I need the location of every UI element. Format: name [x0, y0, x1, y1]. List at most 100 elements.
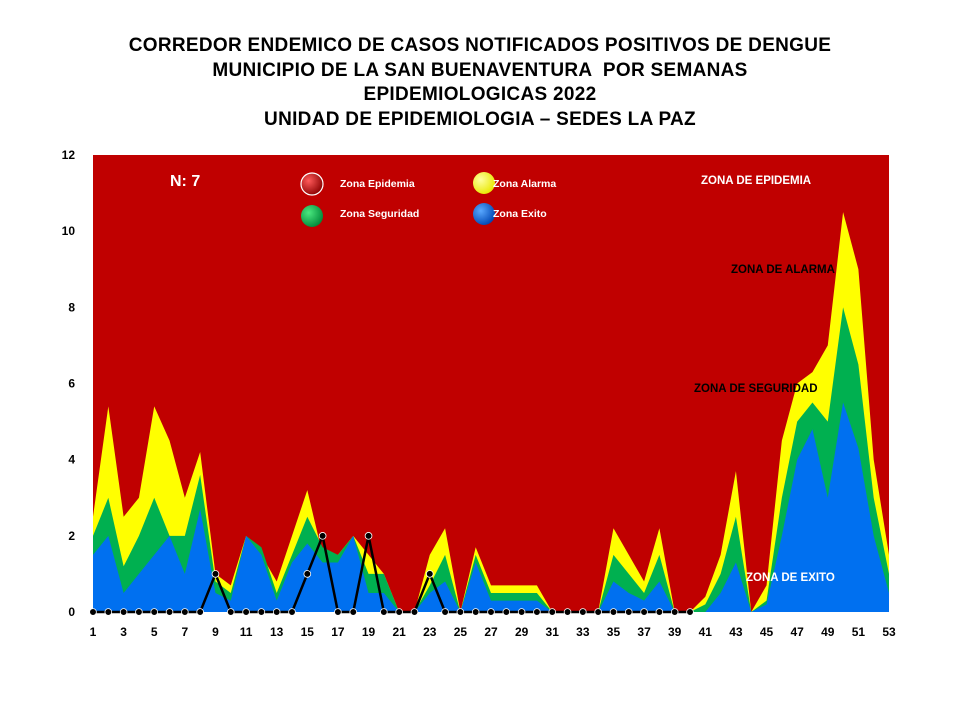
x-tick-label: 31: [546, 625, 560, 639]
x-tick-label: 3: [120, 625, 127, 639]
zone-areas: [93, 155, 889, 612]
cases-point: [89, 608, 97, 616]
legend-label-alarma: Zona Alarma: [493, 178, 556, 190]
cases-point: [119, 608, 128, 616]
cases-point: [410, 608, 419, 616]
legend: Zona Epidemia Zona Alarma Zona Seguridad…: [300, 172, 556, 227]
cases-point: [563, 608, 572, 616]
seguridad-swatch-icon: [301, 205, 323, 227]
alarma-swatch-icon: [473, 172, 495, 194]
cases-point: [624, 608, 633, 616]
x-tick-label: 33: [576, 625, 590, 639]
legend-label-epidemia: Zona Epidemia: [340, 178, 415, 190]
x-tick-label: 23: [423, 625, 437, 639]
cases-point: [609, 608, 618, 616]
cases-point: [548, 608, 557, 616]
cases-point: [579, 608, 587, 616]
x-tick-label: 47: [790, 625, 804, 639]
x-axis: 1 3 5 7 9 11 13 15 17 19 21 23 25 27 29 31 33 35 37 39 41 43 4…: [90, 625, 896, 639]
x-tick-label: 21: [392, 625, 406, 639]
cases-point: [135, 608, 143, 616]
cases-line-layer: [89, 532, 694, 616]
x-tick-label: 43: [729, 625, 743, 639]
title-line-3: EPIDEMIOLOGICAS 2022: [363, 84, 597, 105]
legend-item-alarma: Zona Alarma: [473, 172, 556, 194]
legend-item-exito: Zona Exito: [473, 203, 547, 225]
y-tick-label: 2: [68, 529, 75, 543]
cases-point: [334, 608, 342, 616]
cases-point: [318, 532, 327, 540]
x-tick-label: 11: [240, 625, 253, 639]
area-exito: [93, 402, 889, 612]
y-tick-label: 4: [68, 453, 75, 467]
x-tick-label: 41: [699, 625, 713, 639]
cases-point: [104, 608, 113, 616]
cases-point: [471, 608, 480, 616]
cases-point: [441, 608, 449, 616]
x-tick-label: 27: [484, 625, 498, 639]
x-tick-label: 5: [151, 625, 158, 639]
x-tick-label: 1: [90, 625, 97, 639]
x-tick-label: 53: [882, 625, 896, 639]
cases-point: [150, 608, 159, 616]
legend-item-seguridad: Zona Seguridad: [301, 205, 419, 227]
cases-point: [272, 608, 281, 616]
cases-point: [242, 608, 250, 616]
x-tick-label: 39: [668, 625, 682, 639]
cases-point: [288, 608, 296, 616]
y-tick-label: 6: [68, 377, 75, 391]
x-tick-label: 17: [331, 625, 345, 639]
cases-2022-line: [93, 534, 690, 614]
cases-point: [211, 570, 220, 578]
x-tick-label: 45: [760, 625, 774, 639]
exito-swatch-icon: [473, 203, 495, 225]
cases-point: [670, 608, 679, 616]
x-tick-label: 49: [821, 625, 835, 639]
cases-point: [456, 608, 465, 616]
y-tick-label: 8: [68, 300, 75, 314]
cases-point: [226, 608, 235, 616]
zone-label-epidemia: ZONA DE EPIDEMIA: [701, 175, 811, 187]
x-tick-label: 15: [301, 625, 315, 639]
y-tick-label: 12: [62, 148, 76, 162]
cases-point: [181, 608, 189, 616]
x-tick-label: 51: [852, 625, 866, 639]
y-tick-label: 0: [68, 605, 75, 619]
chart-title: CORREDOR ENDEMICO DE CASOS NOTIFICADOS P…: [0, 34, 960, 132]
cases-point: [380, 608, 388, 616]
cases-point: [655, 608, 664, 616]
y-axis: 0 2 4 6 8 10 12: [62, 148, 76, 619]
x-tick-label: 19: [362, 625, 376, 639]
area-epidemia: [93, 155, 889, 612]
cases-point: [640, 608, 648, 616]
legend-label-seguridad: Zona Seguridad: [340, 208, 419, 220]
cases-point: [196, 608, 204, 616]
x-tick-label: 35: [607, 625, 621, 639]
x-tick-label: 13: [270, 625, 284, 639]
cases-point: [594, 608, 602, 616]
cases-point: [364, 532, 373, 540]
x-tick-label: 37: [637, 625, 651, 639]
zone-label-alarma: ZONA DE ALARMA: [731, 264, 835, 276]
cases-point: [257, 608, 266, 616]
cases-point: [425, 570, 434, 578]
y-tick-label: 10: [62, 224, 76, 238]
epidemia-swatch-icon: [300, 172, 324, 196]
zone-label-seguridad: ZONA DE SEGURIDAD: [694, 383, 818, 395]
zone-label-exito: ZONA DE EXITO: [746, 572, 835, 584]
n-annotation: N: 7: [170, 173, 200, 190]
cases-point: [533, 608, 541, 616]
cases-point: [502, 608, 511, 616]
cases-point: [303, 570, 312, 578]
title-line-4: UNIDAD DE EPIDEMIOLOGIA – SEDES LA PAZ: [264, 108, 696, 130]
x-tick-label: 25: [454, 625, 468, 639]
cases-point: [395, 608, 403, 616]
cases-point: [517, 608, 526, 616]
cases-point: [165, 608, 174, 616]
legend-item-epidemia: Zona Epidemia: [300, 172, 415, 196]
x-tick-label: 7: [182, 625, 189, 639]
cases-point: [487, 608, 495, 616]
title-line-1: CORREDOR ENDEMICO DE CASOS NOTIFICADOS P…: [128, 35, 832, 56]
title-line-2: MUNICIPIO DE LA SAN BUENAVENTURA POR SEM…: [212, 59, 748, 81]
